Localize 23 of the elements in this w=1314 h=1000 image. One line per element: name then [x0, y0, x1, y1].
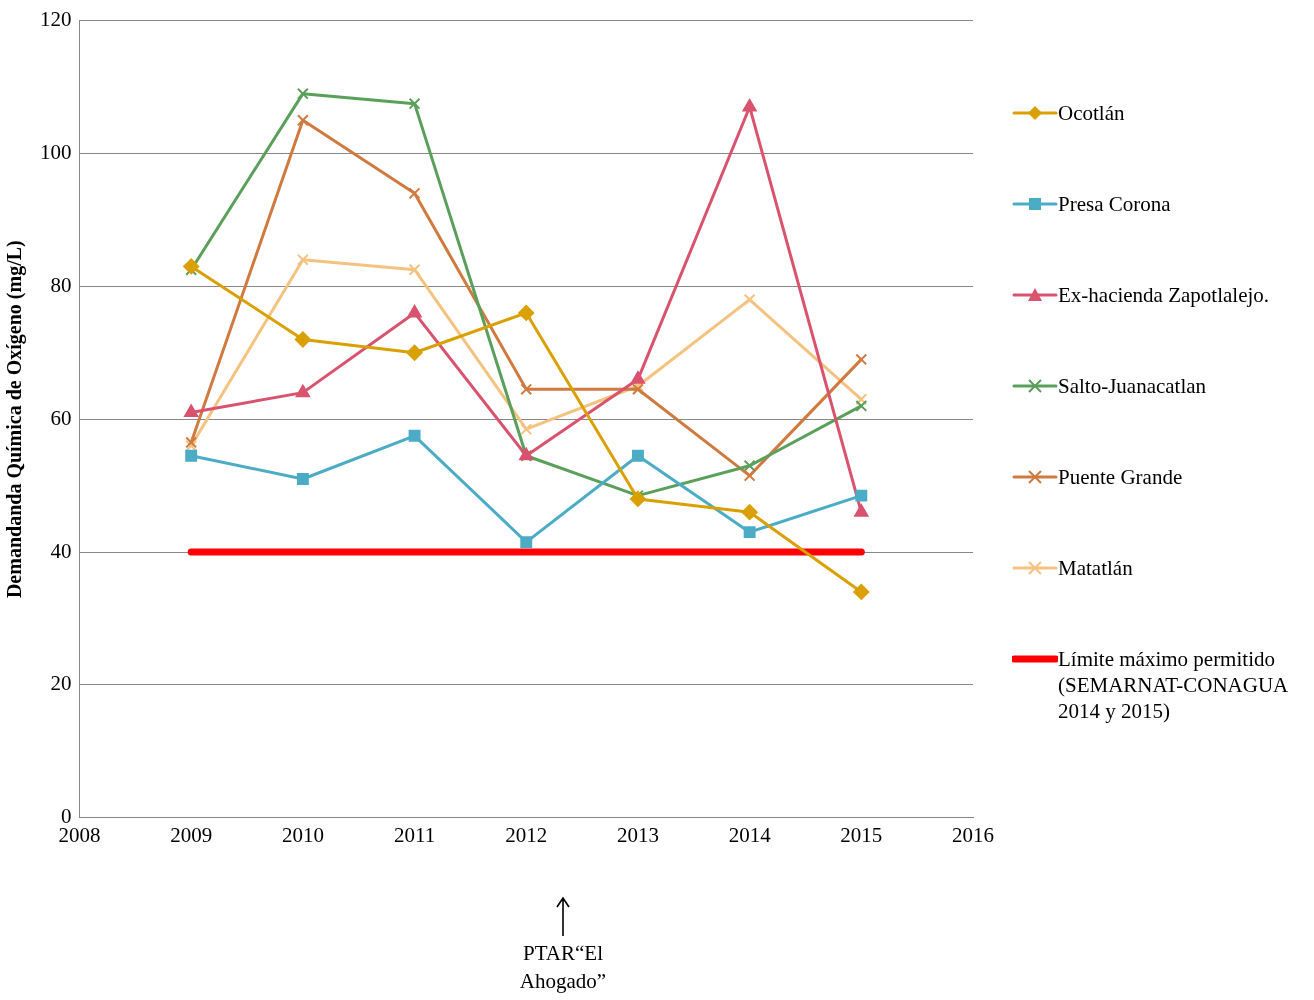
y-tick-label: 100 — [40, 139, 72, 164]
x-tick-label: 2015 — [840, 822, 883, 847]
legend-label: Puente Grande — [1058, 464, 1184, 490]
legend-label: Presa Corona — [1058, 191, 1172, 217]
legend-label: Límite máximo permitido (SEMARNAT-CONAGUA 2014 y 2015) — [1058, 646, 1289, 724]
legend-label: Ex-hacienda Zapotlalejo. — [1058, 282, 1271, 308]
x-tick-label: 2012 — [505, 822, 548, 847]
y-tick-label: 120 — [40, 7, 72, 32]
text: PTAR“El Ahogado” — [518, 940, 608, 995]
x-tick-label: 2013 — [616, 822, 659, 847]
legend-label: Salto-Juanacatlan — [1058, 373, 1208, 399]
y-tick-label: 40 — [50, 538, 72, 563]
x-tick-label: 2010 — [281, 822, 324, 847]
y-tick-label: 20 — [50, 671, 72, 696]
x-tick-label: 2014 — [728, 822, 772, 847]
x-tick-label: 2011 — [393, 822, 436, 847]
y-tick-label: 60 — [50, 405, 72, 430]
y-axis-title: Demandanda Química de Oxígeno (mg/L) — [3, 240, 27, 599]
y-tick-label: 80 — [50, 272, 72, 297]
legend-label: Matatlán — [1058, 555, 1134, 581]
x-tick-label: 2009 — [170, 822, 213, 847]
legend-label: Ocotlán — [1058, 100, 1126, 126]
x-tick-label: 2016 — [952, 822, 994, 847]
